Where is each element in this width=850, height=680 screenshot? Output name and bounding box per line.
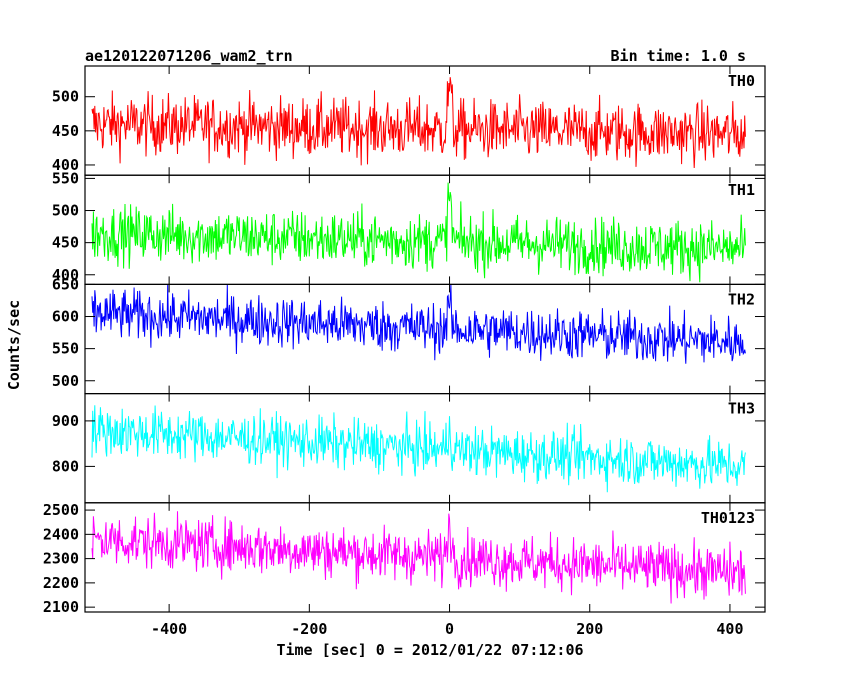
x-tick-label: 0	[445, 620, 454, 638]
panels-group: 400 450 500 TH0 400 450 500 550 TH1 500 550 600 650 T…	[43, 65, 766, 638]
y-tick-label: 2300	[43, 550, 79, 568]
series-th0123	[91, 511, 746, 604]
y-tick-label: 650	[52, 275, 79, 293]
x-tick-label: -400	[151, 620, 187, 638]
y-tick-label: 550	[52, 169, 79, 187]
y-tick-label: 450	[52, 234, 79, 252]
panel-label-th3: TH3	[728, 400, 755, 418]
y-tick-label: 600	[52, 308, 79, 326]
series-th3	[91, 405, 746, 493]
y-tick-label: 2500	[43, 501, 79, 519]
bin-time-label: Bin time: 1.0 s	[611, 47, 746, 65]
chart-title: ae120122071206_wam2_trn	[85, 47, 293, 65]
series-th1	[91, 182, 746, 283]
y-tick-label: 2400	[43, 525, 79, 543]
series-th2	[91, 284, 746, 364]
y-tick-label: 2200	[43, 574, 79, 592]
x-axis-label: Time [sec] 0 = 2012/01/22 07:12:06	[276, 641, 583, 659]
y-axis-label: Counts/sec	[5, 300, 23, 390]
y-tick-label: 500	[52, 372, 79, 390]
panel-frame-th0123	[84, 502, 766, 613]
y-tick-label: 500	[52, 88, 79, 106]
x-tick-label: 200	[576, 620, 603, 638]
series-th0	[91, 77, 746, 169]
y-tick-label: 400	[52, 156, 79, 174]
y-tick-label: 500	[52, 202, 79, 220]
panel-label-th2: TH2	[728, 290, 755, 308]
x-tick-label: 400	[716, 620, 743, 638]
y-tick-label: 450	[52, 122, 79, 140]
y-tick-label: 900	[52, 412, 79, 430]
y-tick-label: 550	[52, 340, 79, 358]
panel-label-th1: TH1	[728, 181, 755, 199]
x-tick-label: -200	[291, 620, 327, 638]
panel-label-th0: TH0	[728, 72, 755, 90]
y-tick-label: 400	[52, 266, 79, 284]
y-tick-label: 800	[52, 457, 79, 475]
y-tick-label: 2100	[43, 598, 79, 616]
panel-label-th0123: TH0123	[701, 509, 755, 527]
